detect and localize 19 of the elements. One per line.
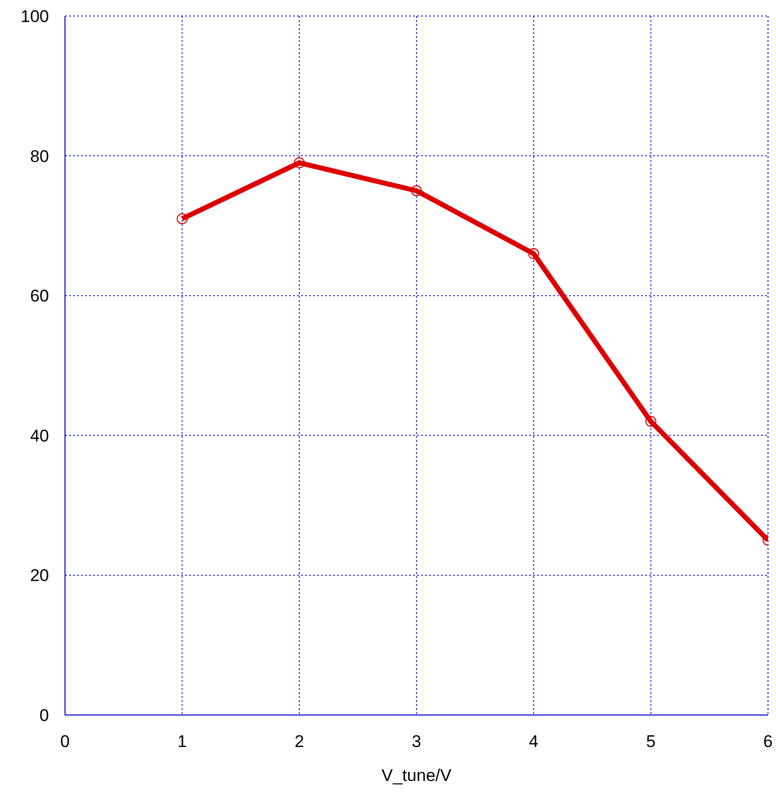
point xyxy=(294,157,305,168)
y-tick-label: 60 xyxy=(30,286,49,306)
x-tick-label: 4 xyxy=(528,732,538,752)
x-tick-label: 6 xyxy=(763,732,773,752)
y-tick-label: 20 xyxy=(30,566,49,586)
x-tick-label: 3 xyxy=(412,732,422,752)
y-tick-label: 100 xyxy=(20,7,49,26)
x-tick-label: 0 xyxy=(60,732,70,752)
point xyxy=(645,416,656,427)
y-tick-label: 80 xyxy=(30,146,49,166)
y-tick-label: 0 xyxy=(40,706,49,726)
x-axis-title: V_tune/V xyxy=(382,766,452,785)
point xyxy=(528,248,540,260)
x-tick-label: 2 xyxy=(294,732,304,752)
point xyxy=(411,185,422,196)
x-tick-label: 5 xyxy=(646,732,656,752)
point xyxy=(176,213,188,224)
x-tick-label: 1 xyxy=(177,732,187,752)
y-tick-label: 40 xyxy=(30,426,49,446)
